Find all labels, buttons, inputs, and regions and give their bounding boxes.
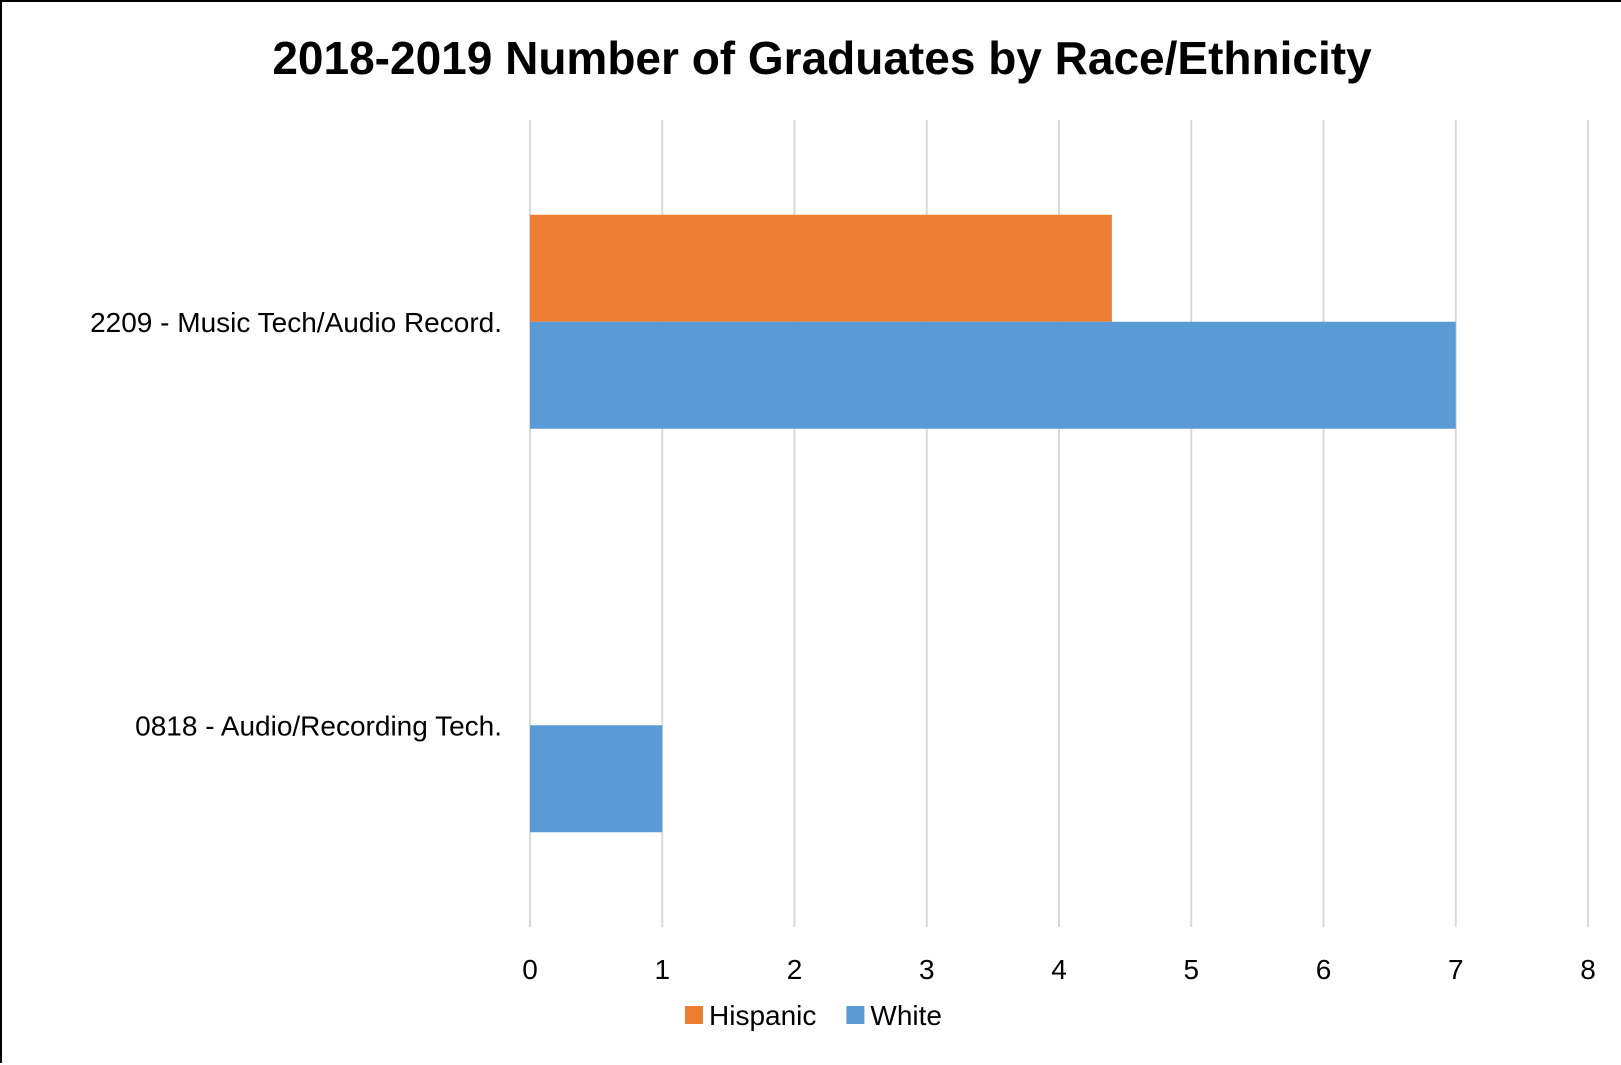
bars: [530, 214, 1456, 833]
x-tick-label: 7: [1448, 954, 1464, 985]
bar-hispanic-0: [530, 214, 1112, 322]
legend-label-white: White: [870, 1000, 942, 1031]
x-tick-label: 1: [654, 954, 670, 985]
x-tick-label: 0: [522, 954, 538, 985]
x-tick-label: 2: [787, 954, 803, 985]
x-tick-label: 4: [1051, 954, 1067, 985]
x-tick-label: 8: [1580, 954, 1596, 985]
category-label: 0818 - Audio/Recording Tech.: [135, 710, 502, 741]
bar-white-0: [530, 321, 1456, 429]
legend-label-hispanic: Hispanic: [709, 1000, 816, 1031]
legend-swatch-white: [846, 1006, 865, 1024]
bar-white-1: [530, 725, 663, 833]
x-axis-tick-labels: 0 1 2 3 4 5 6 7 8: [522, 954, 1596, 985]
chart-title: 2018-2019 Number of Graduates by Race/Et…: [272, 32, 1372, 84]
category-labels: 2209 - Music Tech/Audio Record. 0818 - Au…: [90, 307, 502, 742]
category-label: 2209 - Music Tech/Audio Record.: [90, 307, 502, 338]
x-tick-label: 5: [1183, 954, 1199, 985]
legend: Hispanic White: [685, 1000, 942, 1031]
x-tick-label: 3: [919, 954, 935, 985]
legend-swatch-hispanic: [685, 1006, 703, 1024]
x-tick-label: 6: [1316, 954, 1332, 985]
